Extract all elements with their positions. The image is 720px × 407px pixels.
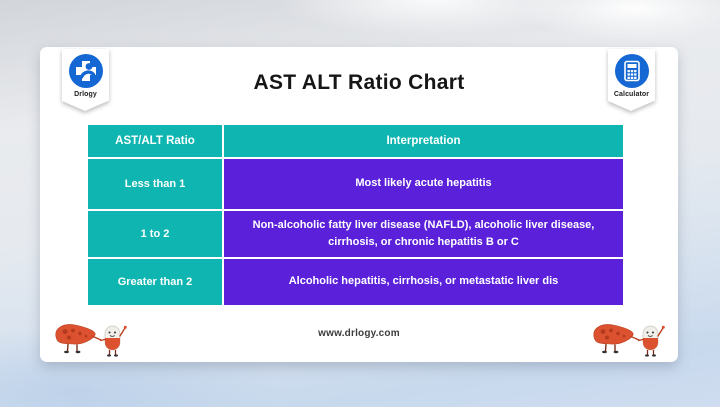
infographic-card: Drlogy AST ALT Ratio Chart Calcul: [40, 47, 678, 362]
table-row-2-ratio: 1 to 2: [88, 211, 222, 257]
calculator-badge-label: Calculator: [613, 91, 650, 98]
table-row-3-ratio: Greater than 2: [88, 259, 222, 305]
website-url: www.drlogy.com: [318, 328, 400, 339]
liver-pill-mascots-right: [593, 324, 665, 357]
ast-alt-ratio-table: AST/ALT Ratio Interpretation Less than 1…: [88, 125, 623, 305]
drlogy-logo-label: Drlogy: [74, 91, 97, 98]
page-title: AST ALT Ratio Chart: [253, 71, 465, 94]
table-row-1-ratio: Less than 1: [88, 159, 222, 209]
calculator-badge-body: Calculator: [608, 49, 655, 101]
drlogy-badge-body: Drlogy: [62, 49, 109, 101]
table-header-interpretation: Interpretation: [224, 125, 623, 157]
drlogy-logo-icon: [68, 54, 103, 88]
calculator-icon: [614, 54, 649, 88]
table-row-1-interpretation: Most likely acute hepatitis: [224, 159, 623, 209]
drlogy-logo-badge: Drlogy: [62, 49, 109, 111]
ribbon-tail: [608, 101, 654, 111]
ribbon-tail: [62, 101, 108, 111]
liver-pill-mascots-left: [55, 324, 127, 357]
table-row-3-interpretation: Alcoholic hepatitis, cirrhosis, or metas…: [224, 259, 623, 305]
table-row-2-interpretation: Non-alcoholic fatty liver disease (NAFLD…: [224, 211, 623, 257]
calculator-badge: Calculator: [608, 49, 655, 111]
table-header-ratio: AST/ALT Ratio: [88, 125, 222, 157]
